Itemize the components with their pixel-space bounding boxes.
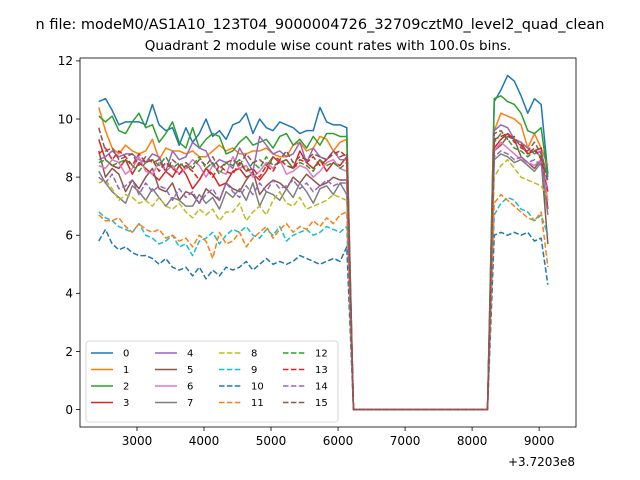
x-tick-label: 8000 <box>457 434 488 448</box>
x-tick-label: 4000 <box>189 434 220 448</box>
y-tick-label: 2 <box>65 345 73 359</box>
plot-area-border <box>79 57 577 428</box>
legend-box <box>85 340 339 423</box>
legend-label-3: 3 <box>123 398 129 409</box>
y-axis-ticks: 0 2 4 6 8 10 12 <box>58 54 80 417</box>
legend-label-10: 10 <box>251 382 264 393</box>
y-tick-label: 4 <box>65 287 73 301</box>
figure-suptitle: n file: modeM0/AS1A10_123T04_9000004726_… <box>36 17 605 33</box>
legend-label-8: 8 <box>251 349 257 360</box>
y-tick-label: 10 <box>58 112 73 126</box>
legend-label-13: 13 <box>315 365 328 376</box>
y-tick-label: 6 <box>65 229 73 243</box>
legend-label-6: 6 <box>187 382 193 393</box>
y-tick-label: 0 <box>65 403 73 417</box>
legend-label-1: 1 <box>123 365 129 376</box>
x-tick-label: 5000 <box>256 434 287 448</box>
legend-label-2: 2 <box>123 382 129 393</box>
legend-label-4: 4 <box>187 349 193 360</box>
x-tick-label: 9000 <box>524 434 555 448</box>
series-line-15 <box>98 127 549 411</box>
chart-title: Quadrant 2 module wise count rates with … <box>145 38 511 54</box>
legend-label-9: 9 <box>251 365 257 376</box>
legend-label-0: 0 <box>123 349 129 360</box>
legend-label-14: 14 <box>315 382 328 393</box>
x-tick-label: 6000 <box>323 434 354 448</box>
x-tick-label: 7000 <box>390 434 421 448</box>
legend-label-11: 11 <box>251 398 264 409</box>
legend-label-12: 12 <box>315 349 328 360</box>
y-tick-label: 8 <box>65 170 73 184</box>
y-tick-label: 12 <box>58 54 73 68</box>
legend-label-5: 5 <box>187 365 193 376</box>
axes-frame <box>79 57 577 428</box>
x-axis-offset-label: +3.7203e8 <box>508 455 575 469</box>
x-tick-label: 3000 <box>122 434 153 448</box>
legend-label-15: 15 <box>315 398 328 409</box>
x-axis-ticks: 3000 4000 5000 6000 7000 8000 9000 <box>122 427 555 448</box>
legend-label-7: 7 <box>187 398 193 409</box>
series-lines <box>98 74 549 411</box>
series-line-11 <box>98 193 549 411</box>
